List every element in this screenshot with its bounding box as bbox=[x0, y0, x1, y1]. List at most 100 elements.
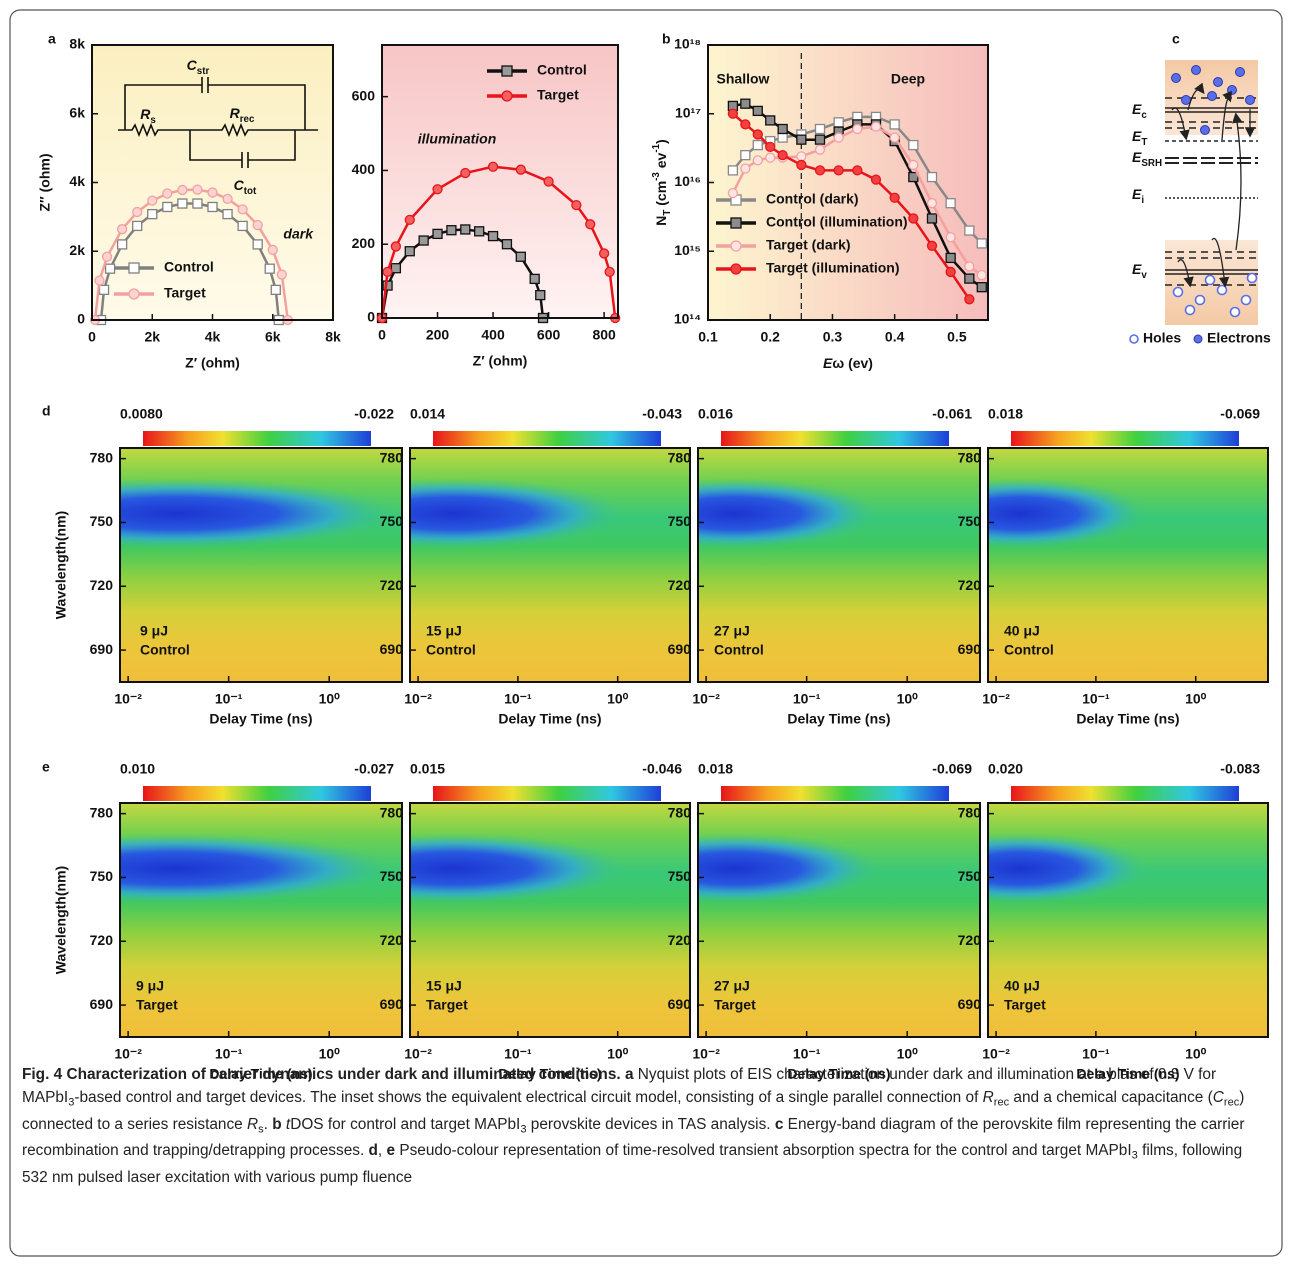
x-tick-label: 10⁻¹ bbox=[215, 1046, 243, 1062]
plot-frame bbox=[381, 44, 619, 319]
marker bbox=[852, 123, 863, 135]
marker bbox=[870, 121, 882, 132]
annotation: 15 μJ bbox=[426, 623, 462, 639]
plot-frame bbox=[409, 802, 691, 1038]
legend-label: Control bbox=[537, 62, 587, 78]
marker bbox=[765, 141, 776, 153]
marker bbox=[390, 241, 402, 252]
x-tick-label: 10⁻² bbox=[982, 691, 1010, 707]
figure-border bbox=[9, 9, 1283, 1257]
annotation: Shallow bbox=[717, 71, 770, 87]
x-tick-label: 200 bbox=[426, 327, 450, 343]
caption-run: Energy-band diagram of the perovskite fi… bbox=[22, 1115, 1245, 1160]
marker bbox=[237, 204, 248, 215]
caption-run: . bbox=[263, 1115, 273, 1133]
plot-frame bbox=[987, 447, 1269, 683]
y-tick-label: 2k bbox=[69, 242, 85, 258]
electron bbox=[1171, 73, 1181, 83]
marker bbox=[976, 282, 987, 293]
hole bbox=[1184, 304, 1196, 316]
annotation: 40 μJ bbox=[1004, 623, 1040, 639]
marker bbox=[543, 176, 554, 187]
marker bbox=[267, 244, 278, 256]
hole bbox=[1216, 284, 1228, 296]
marker bbox=[814, 165, 826, 176]
x-tick-label: 10⁻¹ bbox=[504, 1046, 532, 1062]
colorbar-label: 0.0080 bbox=[120, 406, 163, 422]
marker bbox=[276, 269, 287, 280]
annotation: Control bbox=[1004, 642, 1054, 658]
panel-label: b bbox=[662, 31, 671, 47]
colorbar bbox=[433, 786, 661, 801]
arrow bbox=[1171, 107, 1190, 141]
hole bbox=[1172, 286, 1184, 298]
series-line bbox=[731, 115, 983, 245]
arrow bbox=[1211, 237, 1230, 288]
heatmap-band bbox=[410, 477, 627, 550]
marker bbox=[390, 263, 402, 274]
caption-run: e bbox=[386, 1142, 396, 1160]
marker bbox=[976, 269, 987, 281]
marker bbox=[727, 108, 739, 119]
annotation: Target bbox=[426, 997, 468, 1013]
marker bbox=[270, 284, 281, 296]
y-tick-label: 720 bbox=[380, 577, 404, 593]
y-axis-label: Wavelength(nm) bbox=[53, 511, 69, 619]
caption-run: perovskite devices in TAS analysis. bbox=[526, 1115, 775, 1133]
caption-run: b bbox=[272, 1115, 282, 1133]
marker bbox=[177, 198, 188, 209]
x-tick-label: 10⁻² bbox=[114, 1046, 142, 1062]
caption-run: 3 bbox=[68, 1095, 75, 1108]
circuit-label-part: tot bbox=[244, 186, 257, 197]
annotation: 40 μJ bbox=[1004, 978, 1040, 994]
marker bbox=[162, 188, 173, 199]
marker bbox=[926, 198, 938, 209]
level-label-part: SRH bbox=[1141, 158, 1162, 169]
series-line bbox=[99, 202, 281, 321]
hole bbox=[1240, 294, 1252, 306]
caption-run: Pseudo-colour representation of time-res… bbox=[395, 1142, 1132, 1160]
circuit-label-part: s bbox=[150, 115, 156, 126]
y-tick-label: 690 bbox=[668, 641, 692, 657]
hole bbox=[1194, 294, 1206, 306]
x-tick-label: 0.1 bbox=[698, 329, 718, 345]
marker bbox=[487, 161, 499, 172]
annotation: illumination bbox=[418, 131, 497, 147]
caption-run: C bbox=[1212, 1088, 1224, 1106]
level-label-part: E bbox=[1132, 128, 1142, 144]
y-tick-label: 720 bbox=[668, 577, 692, 593]
x-tick-label: 10⁰ bbox=[1185, 1046, 1207, 1062]
marker bbox=[740, 119, 751, 130]
plot-frame bbox=[707, 44, 989, 321]
marker bbox=[207, 187, 218, 198]
colorbar-label: -0.069 bbox=[932, 761, 972, 777]
marker bbox=[765, 152, 776, 163]
marker bbox=[222, 193, 233, 205]
colorbar bbox=[1011, 786, 1239, 801]
x-tick-label: 10⁻¹ bbox=[793, 691, 821, 707]
x-tick-label: 10⁻¹ bbox=[793, 1046, 821, 1062]
marker bbox=[870, 174, 882, 185]
plot-frame bbox=[91, 44, 334, 321]
marker bbox=[765, 115, 776, 126]
legend-marker bbox=[501, 90, 513, 102]
y-tick-label: 780 bbox=[380, 804, 404, 820]
level-label-part: T bbox=[1141, 137, 1147, 148]
colorbar bbox=[1011, 431, 1239, 446]
marker bbox=[192, 184, 203, 195]
y-tick-label: 10¹⁶ bbox=[674, 173, 701, 189]
colorbar-label: -0.083 bbox=[1220, 761, 1260, 777]
marker bbox=[889, 192, 900, 203]
marker bbox=[740, 163, 751, 174]
x-tick-label: 10⁻² bbox=[692, 691, 720, 707]
y-tick-label: 720 bbox=[958, 932, 982, 948]
x-tick-label: 8k bbox=[325, 329, 341, 345]
colorbar-label: 0.020 bbox=[988, 761, 1023, 777]
annotation: Target bbox=[1004, 997, 1046, 1013]
marker bbox=[237, 220, 248, 232]
y-tick-label: 10¹⁴ bbox=[674, 311, 701, 327]
heatmap-band bbox=[698, 832, 882, 905]
marker bbox=[252, 220, 263, 231]
y-tick-label: 8k bbox=[69, 36, 85, 52]
